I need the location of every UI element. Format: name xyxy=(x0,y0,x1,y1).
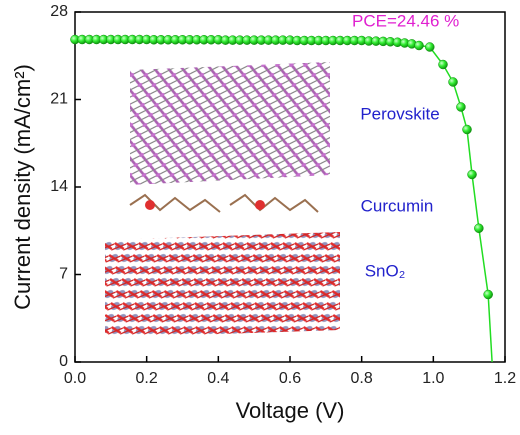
data-point xyxy=(474,223,484,233)
data-point xyxy=(448,77,458,87)
y-tick-label: 14 xyxy=(50,178,68,195)
data-point xyxy=(425,42,435,52)
data-point xyxy=(462,124,472,135)
annotation: PCE=24.46 % xyxy=(352,11,459,30)
data-point xyxy=(467,169,477,180)
y-tick-label: 28 xyxy=(50,3,68,20)
y-tick-label: 21 xyxy=(50,91,68,108)
annotation: Perovskite xyxy=(360,104,439,123)
x-tick-label: 0.0 xyxy=(64,370,86,387)
curcumin-molecules xyxy=(129,193,319,213)
x-tick-label: 1.2 xyxy=(494,370,516,387)
x-axis-label: Voltage (V) xyxy=(236,398,345,423)
y-tick-label: 0 xyxy=(59,353,68,370)
x-tick-label: 0.4 xyxy=(207,370,229,387)
data-point xyxy=(456,102,466,112)
data-point xyxy=(438,59,448,70)
sno2-layer xyxy=(105,232,340,338)
x-tick-label: 1.0 xyxy=(422,370,444,387)
x-tick-label: 0.2 xyxy=(136,370,158,387)
annotation: SnO₂ xyxy=(365,261,406,280)
annotation: Curcumin xyxy=(361,196,434,215)
perovskite-layer xyxy=(130,62,330,185)
y-tick-label: 7 xyxy=(59,266,68,283)
data-point xyxy=(414,40,424,51)
x-tick-label: 0.8 xyxy=(351,370,373,387)
y-axis-label: Current density (mA/cm²) xyxy=(10,64,35,310)
x-tick-label: 0.6 xyxy=(279,370,301,387)
inset-illustration xyxy=(105,62,340,338)
data-point xyxy=(483,289,493,300)
